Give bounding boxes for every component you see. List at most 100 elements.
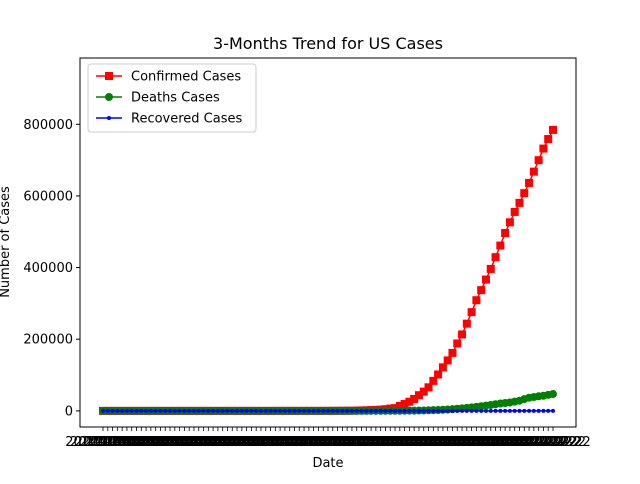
x-tick-label: 2020-02-22 <box>357 435 433 450</box>
data-point <box>335 408 340 413</box>
x-tick-label: 2020-02-22 <box>94 435 170 450</box>
data-point <box>491 253 500 262</box>
data-point <box>434 370 443 379</box>
data-point <box>402 408 407 413</box>
data-point <box>520 189 529 198</box>
data-point <box>235 408 240 413</box>
data-point <box>544 135 553 144</box>
data-point <box>525 178 534 187</box>
legend-label: Recovered Cases <box>131 112 242 127</box>
x-tick-label: 2020-02-22 <box>238 435 314 450</box>
x-tick-label: 2020-02-22 <box>151 435 227 450</box>
data-point <box>462 319 471 328</box>
x-tick-label: 2020-02-22 <box>118 435 194 450</box>
x-tick-label: 2020-02-22 <box>400 435 476 450</box>
legend-marker <box>107 116 111 120</box>
data-point <box>124 408 129 413</box>
legend-entry: Deaths Cases <box>96 91 220 106</box>
x-tick-label: 2020-02-22 <box>252 435 328 450</box>
x-tick-label: 2020-02-22 <box>161 435 237 450</box>
x-tick-label: 2020-02-22 <box>99 435 175 450</box>
x-tick-label: 2020-02-22 <box>424 435 500 450</box>
data-point <box>359 408 364 413</box>
x-tick-label: 2020-02-22 <box>448 435 524 450</box>
y-axis: 0 200000 400000 600000 800000 <box>23 118 80 419</box>
x-tick-label: 2020-02-22 <box>194 435 270 450</box>
x-tick-label: 2020-02-22 <box>132 435 208 450</box>
x-tick-label: 2020-02-22 <box>247 435 323 450</box>
x-tick-label: 2020-02-22 <box>338 435 414 450</box>
data-point <box>163 408 168 413</box>
data-point <box>268 408 273 413</box>
legend-label: Confirmed Cases <box>131 70 241 85</box>
x-tick-label: 2020-02-22 <box>209 435 285 450</box>
data-point <box>101 408 105 413</box>
data-point <box>196 408 201 413</box>
x-tick-label: 2020-02-22 <box>429 435 505 450</box>
data-point <box>397 408 402 413</box>
x-tick-label: 2020-02-22 <box>309 435 385 450</box>
data-point <box>225 408 230 413</box>
x-tick-label: 2020-02-22 <box>285 435 361 450</box>
data-point <box>249 408 254 413</box>
x-tick-label: 2020-02-22 <box>65 435 141 450</box>
data-point <box>148 408 153 413</box>
data-point <box>239 408 244 413</box>
data-point <box>306 408 311 413</box>
data-point <box>431 408 436 413</box>
data-point <box>254 408 259 413</box>
data-point <box>479 408 484 413</box>
data-point <box>496 241 505 250</box>
y-tick-label: 400000 <box>23 261 73 276</box>
data-point <box>531 408 536 413</box>
data-point <box>467 308 476 317</box>
x-tick-label: 2020-02-22 <box>75 435 151 450</box>
legend-frame <box>87 63 257 133</box>
data-point <box>486 264 495 273</box>
data-point <box>230 408 235 413</box>
data-point <box>477 286 486 295</box>
x-tick-label: 2020-02-22 <box>199 435 275 450</box>
data-point <box>549 390 557 399</box>
x-tick-label: 2020-02-22 <box>84 435 160 450</box>
series-layer <box>99 125 557 415</box>
data-point <box>503 408 508 413</box>
x-axis: 2020-02-222020-02-222020-02-222020-02-22… <box>65 427 591 450</box>
data-point <box>129 408 134 413</box>
x-tick-label: 2020-02-22 <box>171 435 247 450</box>
data-point <box>120 408 125 413</box>
legend: Confirmed Cases Deaths Cases Recovered Cas… <box>87 63 257 133</box>
x-tick-label: 2020-02-22 <box>463 435 539 450</box>
x-tick-label: 2020-02-22 <box>376 435 452 450</box>
x-tick-label: 2020-02-22 <box>419 435 495 450</box>
x-tick-label: 2020-02-22 <box>367 435 443 450</box>
x-tick-label: 2020-02-22 <box>491 435 567 450</box>
x-tick-label: 2020-02-22 <box>295 435 371 450</box>
x-tick-label: 2020-02-22 <box>175 435 251 450</box>
data-point <box>400 400 409 409</box>
x-tick-label: 2020-02-22 <box>333 435 409 450</box>
x-tick-label: 2020-02-22 <box>386 435 462 450</box>
x-tick-label: 2020-02-22 <box>242 435 318 450</box>
x-tick-label: 2020-02-22 <box>501 435 577 450</box>
data-point <box>505 218 514 227</box>
data-point <box>527 408 532 413</box>
x-tick-label: 2020-02-22 <box>223 435 299 450</box>
x-tick-label: 2020-02-22 <box>127 435 203 450</box>
y-tick-label: 800000 <box>23 118 73 133</box>
data-point <box>536 408 541 413</box>
x-tick-label: 2020-02-22 <box>108 435 184 450</box>
data-point <box>541 408 546 413</box>
legend-label: Deaths Cases <box>131 91 220 106</box>
data-point <box>388 408 393 413</box>
x-tick-label: 2020-02-22 <box>396 435 472 450</box>
data-point <box>510 207 519 216</box>
data-point <box>258 408 263 413</box>
data-point <box>302 408 307 413</box>
data-point <box>522 408 527 413</box>
x-tick-label: 2020-02-22 <box>70 435 146 450</box>
data-point <box>206 408 211 413</box>
data-point <box>330 408 335 413</box>
x-tick-label: 2020-02-22 <box>496 435 572 450</box>
